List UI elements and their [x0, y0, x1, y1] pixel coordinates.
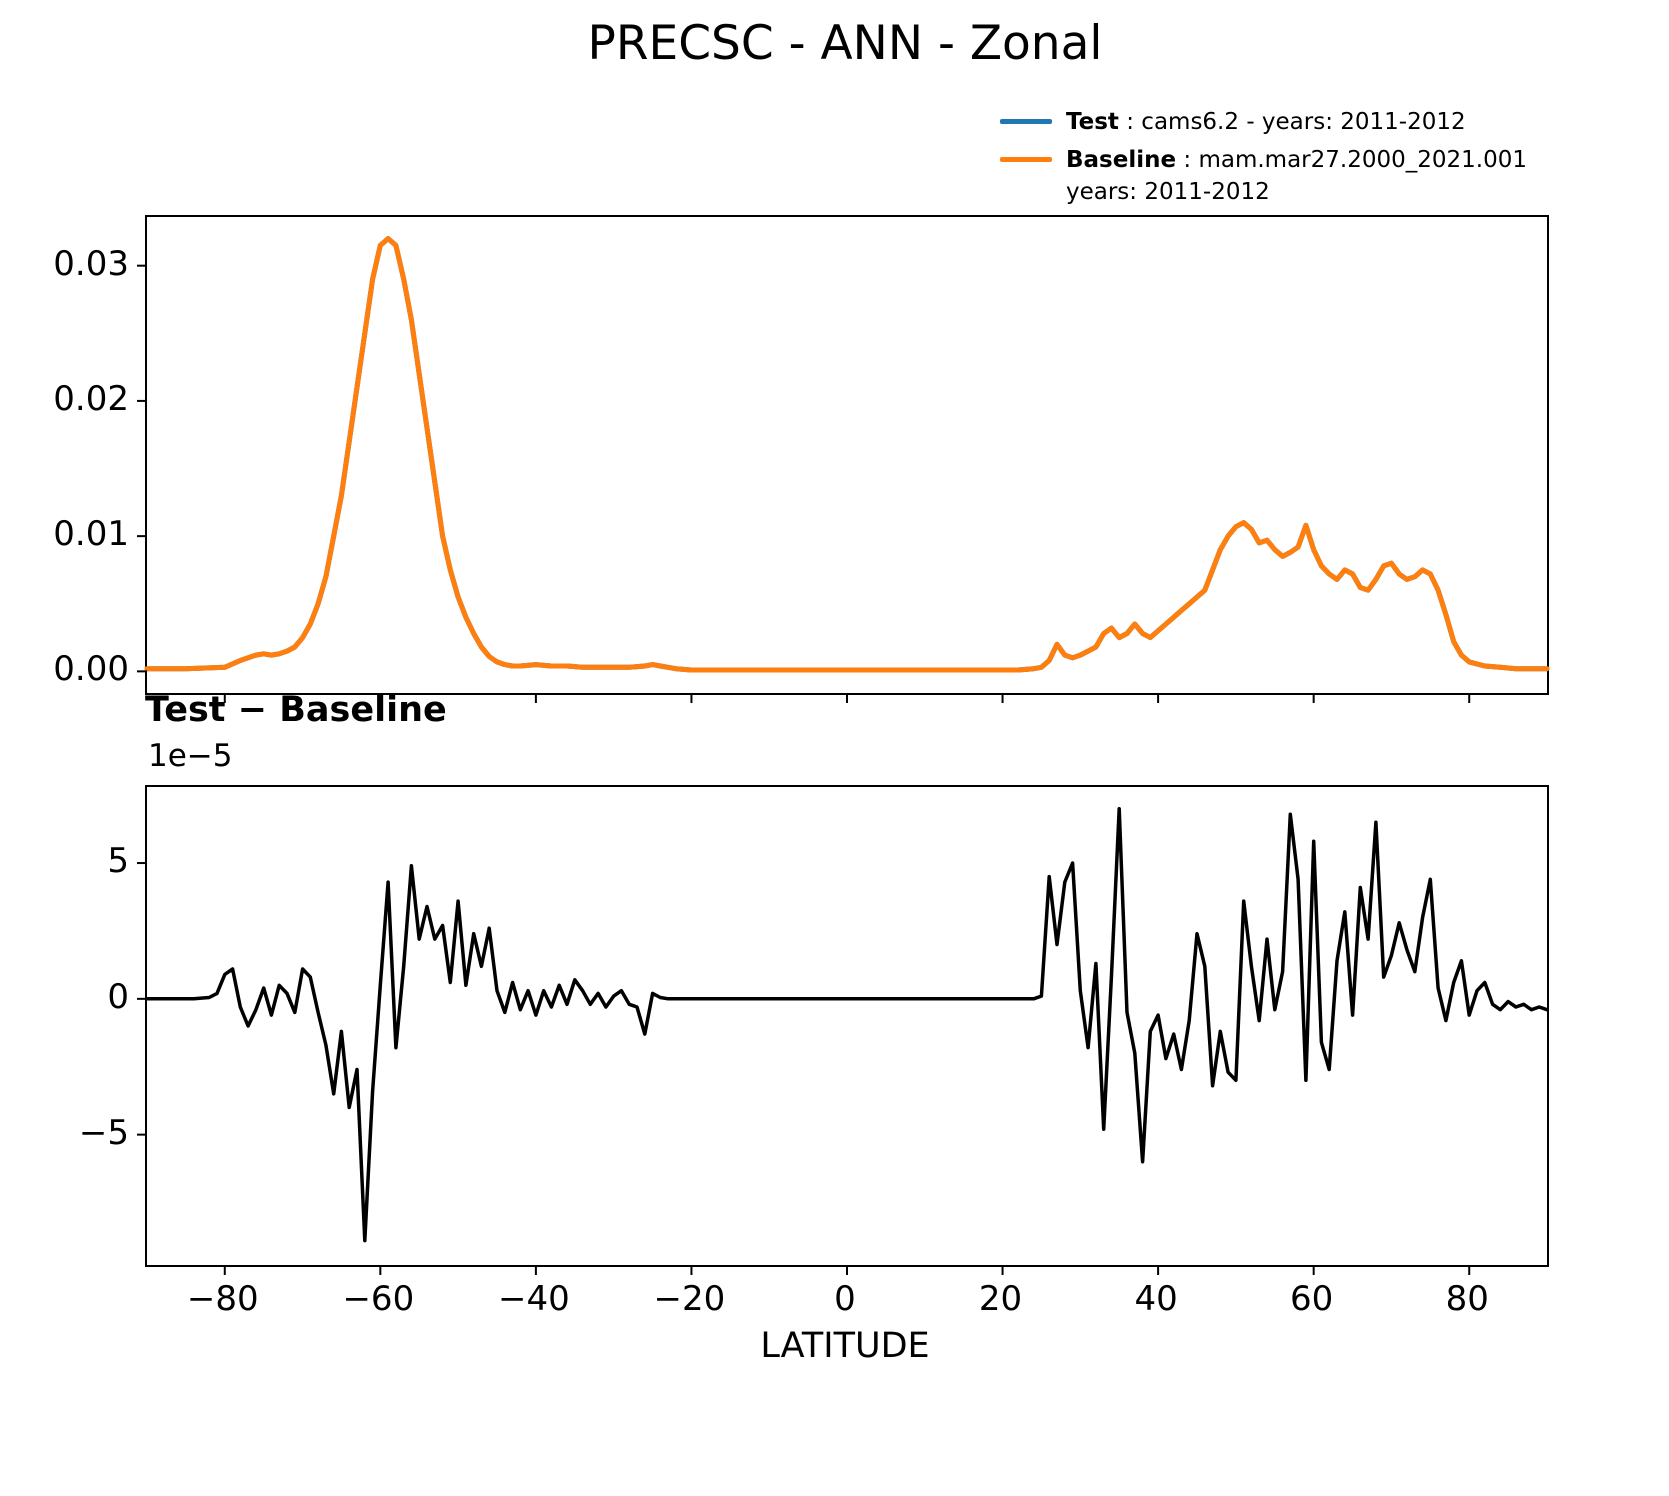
top-plot-canvas	[137, 236, 1550, 703]
bottom-plot-canvas	[137, 806, 1549, 1275]
baseline-line	[144, 236, 1550, 673]
y-tick-label: 0.02	[53, 378, 129, 419]
chart-title: PRECSC - ANN - Zonal	[587, 16, 1103, 71]
legend-baseline-value: mam.mar27.2000_2021.001	[1198, 147, 1527, 174]
legend-test-sep: :	[1118, 109, 1142, 135]
diff-line	[145, 806, 1549, 1243]
legend-test-label: Test	[1066, 109, 1119, 135]
y-tick-label: 0.00	[53, 649, 129, 690]
legend-text-baseline: Baseline : mam.mar27.2000_2021.001 years:…	[1066, 144, 1527, 208]
y-tick-label: 0	[107, 976, 129, 1017]
y-tick-label: 5	[107, 841, 129, 882]
test-line	[144, 236, 1550, 673]
legend: Test : cams6.2 - years: 2011-2012 Baseli…	[1000, 106, 1560, 215]
legend-text-test: Test : cams6.2 - years: 2011-2012	[1066, 106, 1466, 138]
x-axis-label: LATITUDE	[760, 1326, 930, 1366]
x-tick-label: −60	[342, 1279, 415, 1319]
x-tick-label: 40	[1134, 1279, 1178, 1319]
diff-panel-title: Test − Baseline	[145, 690, 447, 730]
y-tick-label: 0.03	[53, 243, 129, 284]
y-tick-label: 0.01	[53, 514, 129, 555]
top-plot	[137, 215, 1550, 703]
legend-test-value: cams6.2 - years: 2011-2012	[1141, 109, 1466, 135]
x-tick-label: 80	[1445, 1279, 1489, 1319]
bottom-plot	[137, 785, 1549, 1275]
test-line-swatch	[1000, 119, 1052, 124]
legend-baseline-label: Baseline	[1066, 147, 1177, 174]
legend-item-test: Test : cams6.2 - years: 2011-2012	[1000, 106, 1560, 138]
legend-baseline-sep: :	[1176, 147, 1199, 174]
x-tick-label: 60	[1290, 1279, 1334, 1319]
baseline-line-swatch	[1000, 157, 1052, 163]
legend-item-baseline: Baseline : mam.mar27.2000_2021.001 years:…	[1000, 144, 1560, 208]
y-tick-label: −5	[78, 1112, 129, 1153]
y-axis-offset-label: 1e−5	[148, 738, 233, 774]
legend-baseline-value-2: years: 2011-2012	[1066, 179, 1270, 206]
x-tick-label: −20	[653, 1279, 726, 1319]
x-tick-label: 0	[834, 1279, 856, 1319]
x-tick-label: 20	[978, 1279, 1023, 1319]
x-tick-label: −40	[497, 1279, 570, 1319]
x-tick-label: −80	[186, 1279, 259, 1319]
